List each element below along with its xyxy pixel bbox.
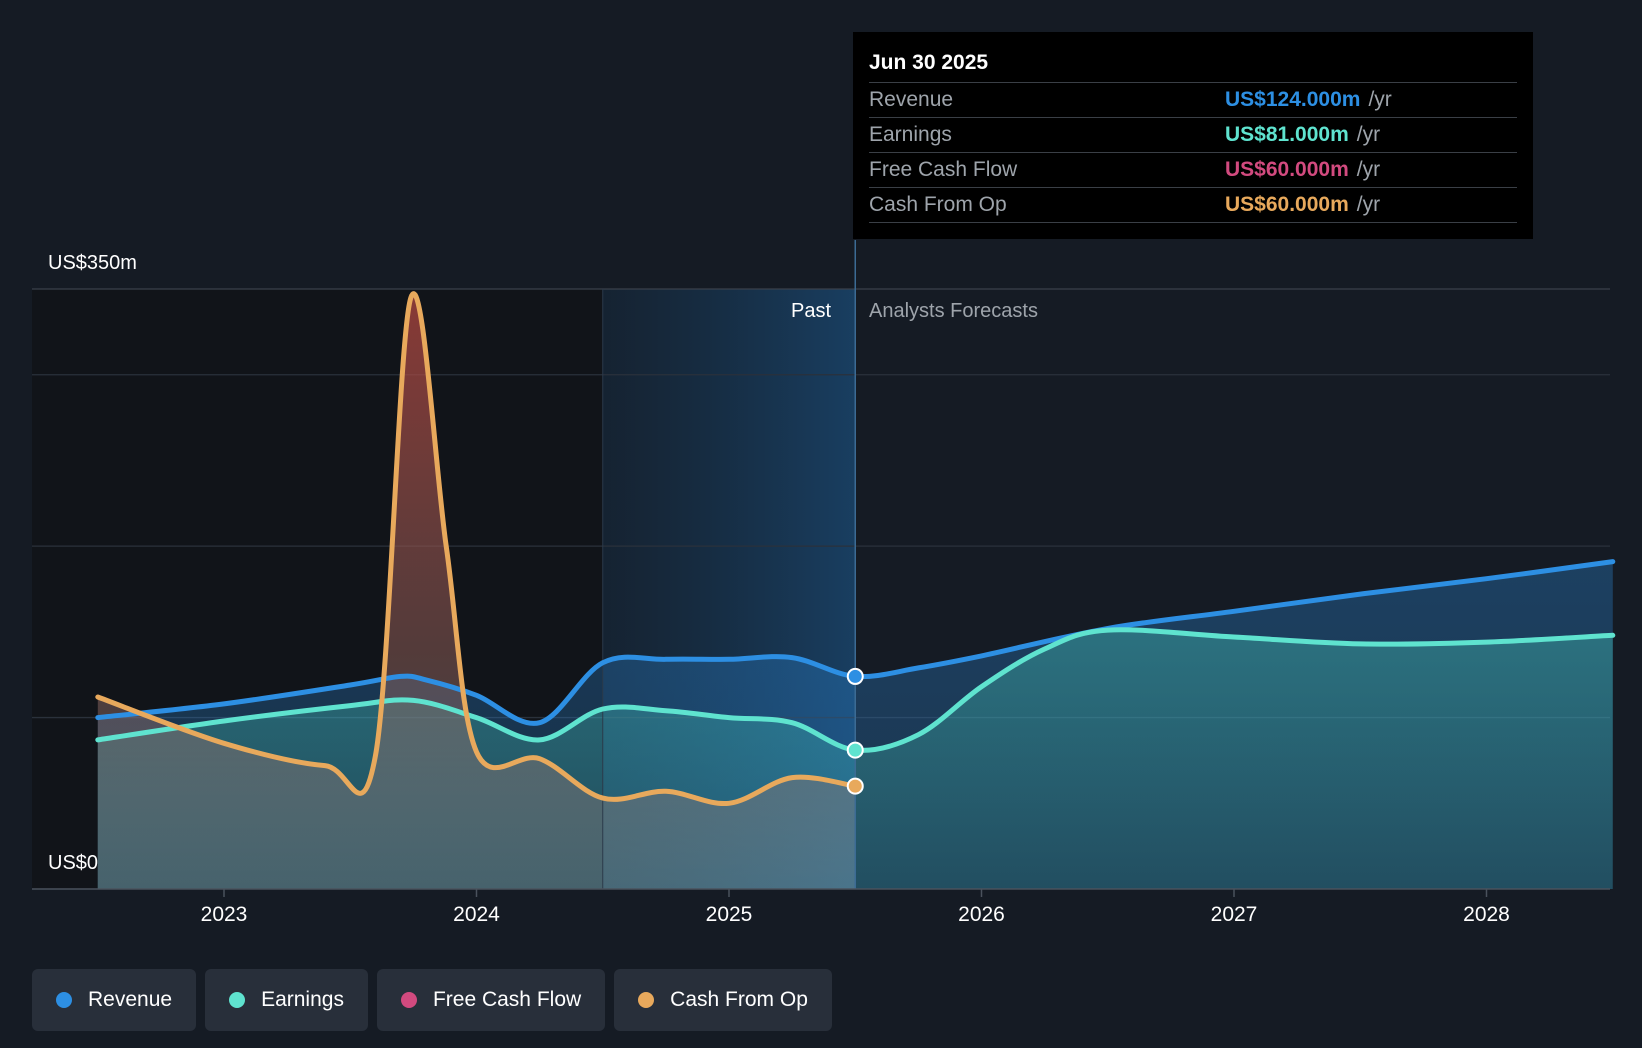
x-tick-label: 2025 <box>705 903 753 926</box>
tooltip-date: Jun 30 2025 <box>869 51 989 74</box>
tooltip-row: Earnings US$81.000m/yr <box>869 117 1517 152</box>
tooltip-row: Cash From Op US$60.000m/yr <box>869 187 1517 223</box>
tooltip: Jun 30 2025 Revenue US$124.000m/yr Earning… <box>853 32 1533 239</box>
tooltip-row: Revenue US$124.000m/yr <box>869 82 1517 117</box>
past-label: Past <box>791 300 832 322</box>
legend-dot-icon <box>638 992 655 1008</box>
tooltip-row-name: Revenue <box>869 88 954 111</box>
revenue-marker <box>846 667 864 685</box>
legend-dot-icon <box>56 992 72 1008</box>
x-tick-label: 2028 <box>1463 903 1510 926</box>
tooltip-row-value: US$60.000m <box>1225 158 1349 181</box>
tooltip-row-name: Earnings <box>869 123 952 146</box>
tooltip-row: Free Cash Flow US$60.000m/yr <box>869 152 1517 187</box>
legend-label: Cash From Op <box>670 988 808 1011</box>
cash-from-op-line <box>95 291 858 807</box>
legend-label: Revenue <box>88 988 173 1011</box>
legend-item-earnings[interactable]: Earnings <box>205 969 368 1031</box>
cash-from-op-marker <box>846 777 864 795</box>
forecast-label: Analysts Forecasts <box>869 300 1038 322</box>
x-tick-label: 2027 <box>1210 903 1258 926</box>
tooltip-row-name: Cash From Op <box>869 193 1007 216</box>
legend-dot-icon <box>400 992 417 1008</box>
cash-from-op-area <box>97 293 856 889</box>
legend-label: Free Cash Flow <box>432 988 582 1011</box>
tooltip-row-value: US$60.000m <box>1225 193 1349 216</box>
legend-item-cash-from-op[interactable]: Cash From Op <box>614 969 832 1031</box>
earnings-line <box>95 627 1616 753</box>
legend-item-free-cash-flow[interactable]: Free Cash Flow <box>376 969 606 1031</box>
x-tick-label: 2026 <box>958 903 1005 926</box>
tooltip-row-unit: /yr <box>1356 158 1381 181</box>
revenue-line <box>95 559 1616 726</box>
tooltip-row-unit: /yr <box>1356 193 1381 216</box>
legend: Revenue Earnings Free Cash Flow Cash From O… <box>32 969 832 1031</box>
y-axis-max-label: US$350m <box>48 252 137 274</box>
legend-dot-icon <box>229 992 246 1008</box>
legend-label: Earnings <box>261 988 344 1011</box>
y-axis-min-label: US$0 <box>48 852 99 874</box>
tooltip-row-name: Free Cash Flow <box>869 158 1018 181</box>
tooltip-row-value: US$81.000m <box>1225 123 1349 146</box>
tooltip-row-value: US$124.000m <box>1225 88 1361 111</box>
tooltip-row-unit: /yr <box>1368 88 1392 111</box>
x-tick-label: 2024 <box>453 903 500 926</box>
tooltip-row-unit: /yr <box>1356 123 1381 146</box>
legend-item-revenue[interactable]: Revenue <box>32 969 197 1031</box>
earnings-marker <box>846 741 864 759</box>
x-tick-label: 2023 <box>200 903 248 926</box>
